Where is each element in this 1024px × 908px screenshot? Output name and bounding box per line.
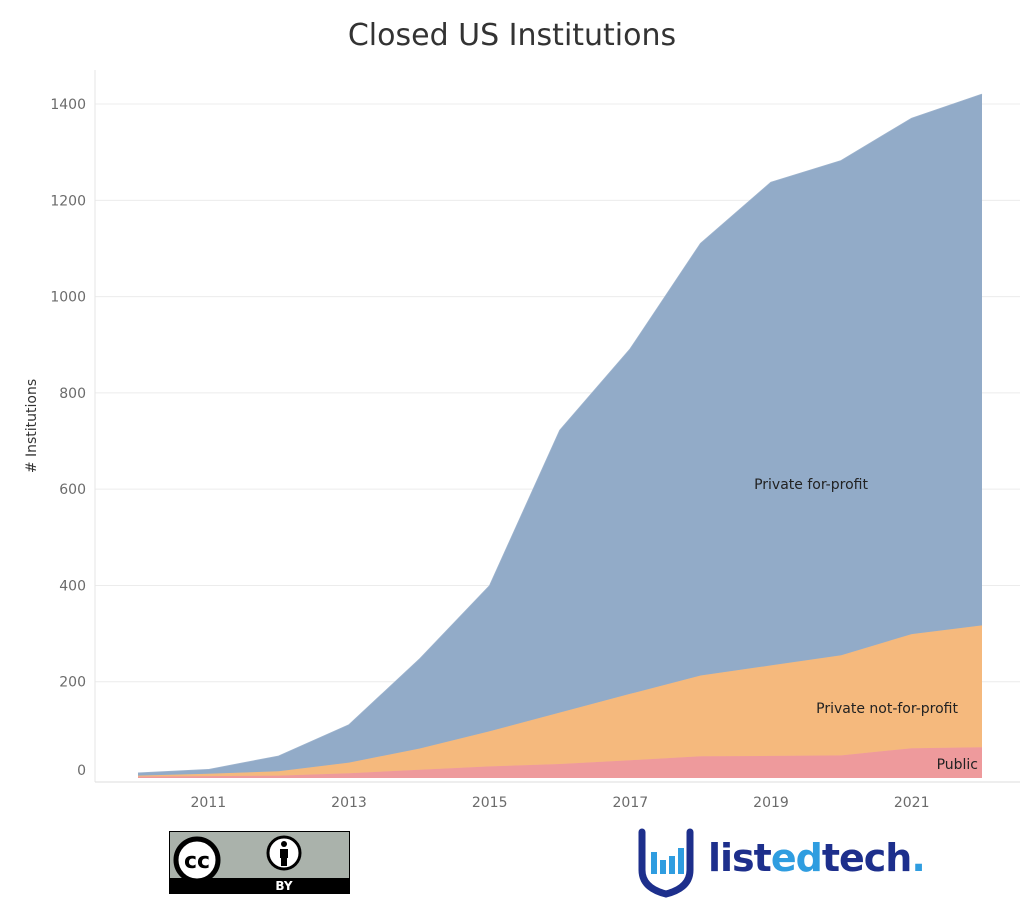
series-label: Public <box>937 757 978 773</box>
area-layer <box>137 93 983 778</box>
y-tick-label: 1200 <box>50 193 86 209</box>
series-label: Private not-for-profit <box>816 701 958 717</box>
svg-text:cc: cc <box>184 849 210 874</box>
shield-bars-icon <box>638 828 694 898</box>
x-tick-label: 2015 <box>472 795 508 811</box>
y-tick-label: 800 <box>59 386 86 402</box>
y-tick-label: 1400 <box>50 97 86 113</box>
area-series-private-not-for-profit <box>138 625 982 777</box>
license-label: BY <box>275 879 292 893</box>
y-tick-label: 600 <box>59 482 86 498</box>
axis-layer: 0 200 400 600 800 1000 1200 1400 2011 2013 2015 201… <box>50 70 1020 811</box>
y-tick-label: 400 <box>59 578 86 594</box>
y-tick-label: 0 <box>77 763 86 779</box>
area-series-public <box>138 747 982 778</box>
x-tick-label: 2019 <box>753 795 789 811</box>
brand-text-part2: ed <box>770 836 823 880</box>
brand-text-part3: tech <box>821 836 913 880</box>
label-layer: Public Private not-for-profit Private for-… <box>754 477 978 773</box>
brand-text-part1: list <box>708 836 772 880</box>
series-label: Private for-profit <box>754 477 868 493</box>
brand-text-dot: . <box>911 836 925 880</box>
listedtech-logo: listedtech. <box>636 826 926 898</box>
area-series-private-for-profit <box>138 94 982 776</box>
chart-area: 0 200 400 600 800 1000 1200 1400 2011 2013 2015 201… <box>24 70 1020 811</box>
chart-title: Closed US Institutions <box>347 18 677 53</box>
y-axis-label: # Institutions <box>24 379 40 473</box>
x-tick-label: 2013 <box>331 795 367 811</box>
cc-by-license-badge: cc BY <box>169 831 350 894</box>
x-tick-label: 2021 <box>894 795 930 811</box>
x-tick-label: 2011 <box>191 795 227 811</box>
y-tick-label: 200 <box>59 675 86 691</box>
y-tick-label: 1000 <box>50 290 86 306</box>
series-edge-line <box>137 93 983 774</box>
x-tick-label: 2017 <box>613 795 649 811</box>
